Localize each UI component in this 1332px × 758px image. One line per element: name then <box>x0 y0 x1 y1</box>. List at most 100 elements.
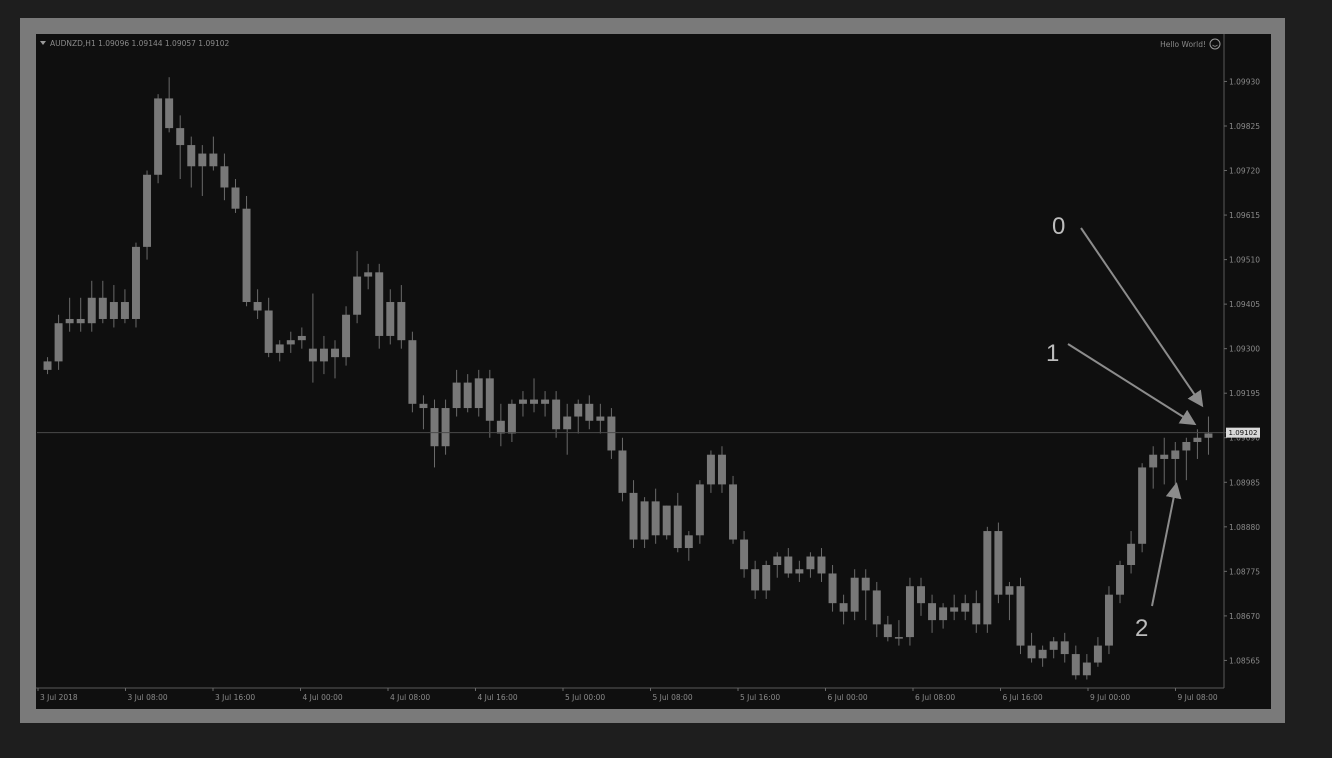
candle-body <box>894 637 903 639</box>
candle-body <box>331 348 339 358</box>
candle <box>176 115 185 180</box>
candle-body <box>198 153 207 167</box>
y-tick-label: 1.09615 <box>1229 211 1260 220</box>
candle-body <box>253 302 262 311</box>
x-tick-label: 5 Jul 00:00 <box>565 693 605 702</box>
smiley-icon[interactable] <box>1209 38 1221 50</box>
candle-body <box>496 420 505 434</box>
candle-body <box>353 276 362 315</box>
candle <box>1182 437 1191 481</box>
candle <box>209 136 218 171</box>
y-tick-label: 1.08880 <box>1229 523 1260 532</box>
candle <box>1082 654 1091 680</box>
candle <box>1127 531 1136 574</box>
candle-body <box>706 454 715 485</box>
annotation-label-2: 2 <box>1135 615 1148 642</box>
candle <box>231 179 240 213</box>
candle-body <box>463 382 472 409</box>
candle-body <box>43 361 52 370</box>
candle <box>740 531 749 578</box>
candle <box>850 569 859 621</box>
candle <box>950 594 959 621</box>
candle-body <box>983 531 992 625</box>
candle-body <box>817 556 826 574</box>
candle <box>773 552 782 578</box>
y-tick-label: 1.08670 <box>1229 612 1260 621</box>
candle-body <box>441 408 450 447</box>
candle-body <box>607 416 616 451</box>
candle-body <box>872 590 881 625</box>
candle <box>1160 437 1169 485</box>
candle-body <box>1060 641 1069 655</box>
price-chart[interactable]: AUDNZD,H1 1.09096 1.09144 1.09057 1.0910… <box>36 34 1271 709</box>
candle-body <box>1204 433 1213 438</box>
annotation-2: 2 <box>1135 482 1182 642</box>
candle <box>596 403 605 434</box>
candle <box>452 369 461 417</box>
candle-body <box>629 492 638 540</box>
candle <box>1038 645 1047 667</box>
candle <box>297 327 306 349</box>
candle-body <box>1127 543 1136 565</box>
symbol-info: AUDNZD,H1 1.09096 1.09144 1.09057 1.0910… <box>50 39 230 48</box>
candle <box>695 480 704 544</box>
candle-body <box>132 246 140 319</box>
annotation-arrow-2 <box>1151 482 1182 607</box>
candle <box>242 195 251 307</box>
annotation-arrow-0 <box>1080 227 1204 408</box>
candle-body <box>87 297 96 324</box>
candle <box>1138 463 1147 553</box>
candle-body <box>1005 586 1014 595</box>
y-tick-label: 1.08775 <box>1229 567 1260 576</box>
y-tick-label: 1.08985 <box>1229 478 1260 487</box>
dropdown-triangle-icon[interactable] <box>40 41 46 45</box>
candle-body <box>673 505 682 549</box>
candle-body <box>883 624 892 638</box>
candle <box>485 369 494 438</box>
candle-body <box>950 607 959 612</box>
x-tick-label: 4 Jul 08:00 <box>390 693 430 702</box>
candle-body <box>994 531 1003 595</box>
candle <box>1071 645 1080 680</box>
candle <box>154 94 163 184</box>
candle <box>463 374 472 413</box>
candle <box>806 552 815 578</box>
candle-body <box>861 577 870 591</box>
candle <box>552 391 561 438</box>
candle <box>286 331 295 353</box>
candle-body <box>1082 662 1091 676</box>
expert-label-group: Hello World! <box>1160 38 1221 50</box>
candle-body <box>1104 594 1113 646</box>
candle <box>640 497 649 549</box>
candle-body <box>419 403 428 409</box>
candle-body <box>364 272 373 277</box>
x-tick-label: 5 Jul 16:00 <box>740 693 780 702</box>
candle-body <box>397 302 406 341</box>
candle-body <box>1071 654 1080 676</box>
candle-body <box>1093 645 1102 663</box>
candle-body <box>596 416 605 421</box>
candle-body <box>76 318 85 324</box>
x-tick-label: 3 Jul 2018 <box>40 693 78 702</box>
candle <box>917 577 925 616</box>
candle <box>905 577 914 646</box>
candle <box>894 620 903 646</box>
candle <box>386 289 395 345</box>
candle <box>342 306 351 366</box>
candle <box>441 399 450 455</box>
candle-body <box>1049 641 1058 650</box>
candle <box>751 560 760 599</box>
chart-window[interactable]: AUDNZD,H1 1.09096 1.09144 1.09057 1.0910… <box>36 34 1271 709</box>
candle-body <box>530 399 538 404</box>
candle <box>364 263 373 290</box>
candle-body <box>54 323 63 362</box>
candle <box>87 280 96 332</box>
y-tick-label: 1.09930 <box>1229 77 1260 86</box>
candle <box>132 242 140 328</box>
candle <box>541 391 550 417</box>
candle-body <box>762 564 771 591</box>
candle-body <box>552 399 561 430</box>
candle <box>1104 586 1113 655</box>
candle-body <box>176 128 185 146</box>
candle-body <box>319 348 328 362</box>
